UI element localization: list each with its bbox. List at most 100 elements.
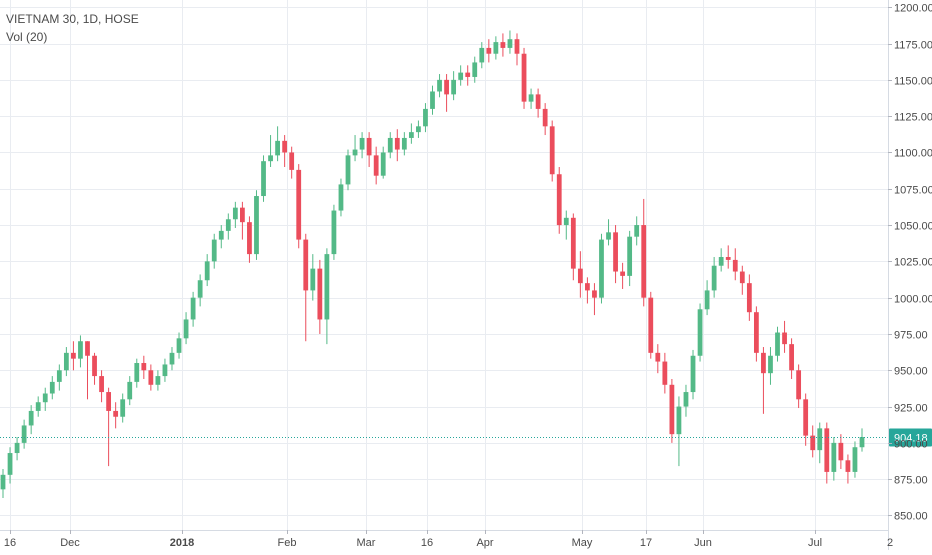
- price-tick-label: 1100.00: [894, 148, 932, 160]
- candle-up: [7, 453, 13, 475]
- candle-up: [430, 91, 435, 109]
- price-tick-label: 1175.00: [894, 40, 932, 52]
- candle-down: [620, 271, 626, 276]
- candle-up: [768, 355, 773, 374]
- candle-up: [176, 338, 182, 353]
- candle-down: [803, 399, 809, 436]
- candle-up: [359, 137, 365, 150]
- candle-up: [627, 236, 633, 276]
- candle-down: [317, 268, 323, 320]
- candle-down: [444, 79, 449, 95]
- candle-up: [120, 399, 126, 417]
- candle-up: [127, 381, 133, 400]
- candle-up: [211, 239, 217, 262]
- candle-down: [106, 392, 112, 411]
- candle-down: [141, 363, 147, 371]
- candle-up: [331, 210, 337, 255]
- candle-down: [585, 283, 590, 291]
- candle-down: [577, 268, 583, 284]
- candle-up: [28, 410, 34, 426]
- time-axis[interactable]: 16 Dec 2018 Feb Mar 16 Apr May 17 Jun Jul 2: [0, 530, 893, 549]
- candle-down: [845, 460, 851, 472]
- candle-down: [514, 39, 520, 54]
- candle-up: [563, 217, 569, 226]
- candle-up: [225, 219, 231, 231]
- candle-down: [247, 222, 252, 255]
- time-tick-label: Mar: [357, 537, 376, 549]
- price-tick-label: 1150.00: [894, 76, 932, 88]
- candle-down: [465, 72, 471, 77]
- candle-down: [521, 53, 527, 102]
- candle-down: [662, 361, 668, 385]
- price-tick-label: 975.00: [894, 330, 928, 342]
- candle-up: [387, 137, 393, 153]
- candle-down: [570, 217, 576, 269]
- candle-down: [613, 232, 618, 272]
- grid-lines: [0, 0, 888, 530]
- volume-indicator-label[interactable]: Vol (20): [6, 30, 48, 44]
- candles: [0, 30, 865, 499]
- candle-down: [746, 283, 752, 313]
- candle-up: [275, 140, 280, 156]
- candle-up: [599, 239, 604, 298]
- candle-down: [99, 376, 104, 393]
- candle-down: [753, 312, 759, 353]
- candle-up: [204, 261, 210, 281]
- candle-up: [56, 370, 62, 382]
- candle-up: [261, 161, 266, 197]
- candle-up: [817, 428, 823, 451]
- candle-up: [831, 442, 837, 472]
- candle-down: [648, 297, 654, 353]
- candle-up: [458, 72, 464, 80]
- candle-down: [838, 442, 844, 461]
- candle-up: [683, 392, 689, 407]
- price-tick-label: 1200.00: [894, 3, 932, 15]
- candle-up: [232, 207, 238, 220]
- candle-up: [338, 184, 344, 211]
- price-tick-label: 1125.00: [894, 112, 932, 124]
- candle-down: [669, 384, 675, 435]
- price-tick-label: 925.00: [894, 403, 928, 415]
- price-tick-label: 1050.00: [894, 221, 932, 233]
- chart-legend: VIETNAM 30, 1D, HOSE Vol (20): [6, 10, 139, 46]
- candle-up: [416, 126, 421, 133]
- last-price-line: 904.18: [0, 428, 932, 447]
- candle-down: [486, 47, 492, 54]
- candle-up: [21, 425, 27, 443]
- price-tick-label: 900.00: [894, 439, 928, 451]
- time-tick-label: 16: [421, 537, 433, 549]
- candle-down: [366, 137, 372, 156]
- candle-up: [268, 155, 273, 162]
- symbol-label[interactable]: VIETNAM 30, 1D, HOSE: [6, 12, 139, 26]
- candle-up: [134, 363, 140, 382]
- last-price-label: 904.18: [894, 433, 928, 445]
- candle-down: [92, 355, 97, 377]
- candle-down: [394, 137, 400, 150]
- price-tick-label: 1075.00: [894, 185, 932, 197]
- candle-up: [35, 402, 41, 411]
- candle-up: [634, 225, 640, 237]
- candle-up: [852, 447, 858, 472]
- candle-up: [42, 393, 48, 403]
- candle-up: [697, 309, 703, 356]
- candle-down: [500, 42, 506, 48]
- candle-down: [725, 257, 731, 260]
- time-tick-label: Jun: [694, 537, 712, 549]
- candle-up: [704, 290, 710, 310]
- candle-down: [782, 332, 787, 345]
- candle-down: [71, 352, 76, 359]
- candle-down: [824, 428, 830, 472]
- candle-up: [507, 39, 513, 48]
- candle-down: [289, 152, 295, 170]
- price-axis[interactable]: 1200.00 1175.00 1150.00 1125.00 1100.00 1075.…: [888, 0, 932, 550]
- candle-down: [282, 140, 288, 153]
- last-price-badge: [889, 428, 932, 447]
- candle-up: [528, 94, 534, 102]
- price-tick-label: 950.00: [894, 366, 928, 378]
- candle-up: [606, 232, 611, 240]
- candle-down: [148, 370, 154, 385]
- time-tick-label: 2: [887, 537, 893, 549]
- candle-up: [437, 79, 442, 92]
- candle-down: [85, 341, 90, 356]
